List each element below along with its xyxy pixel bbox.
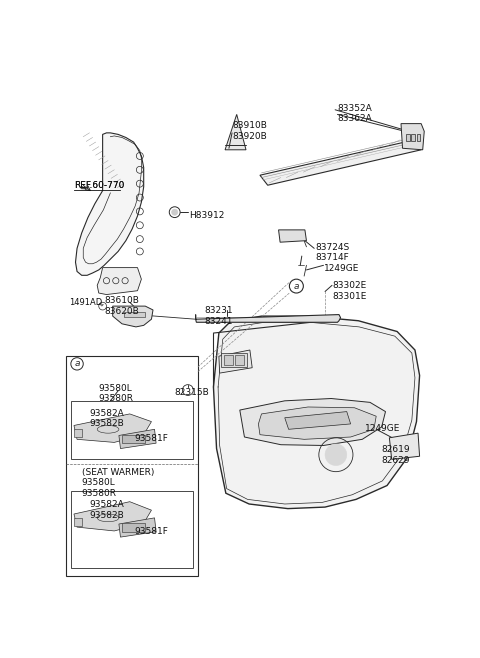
Polygon shape — [389, 433, 420, 459]
Polygon shape — [260, 139, 421, 185]
Bar — [122, 523, 145, 532]
Polygon shape — [97, 268, 142, 295]
Text: a: a — [294, 282, 299, 291]
Bar — [221, 353, 247, 367]
Text: 82619
82629: 82619 82629 — [382, 445, 410, 465]
Polygon shape — [219, 350, 252, 373]
Text: REF.60-770: REF.60-770 — [74, 182, 124, 190]
Polygon shape — [401, 124, 424, 150]
Text: 83352A
83362A: 83352A 83362A — [337, 103, 372, 123]
Text: REF.60-770: REF.60-770 — [74, 182, 124, 190]
Polygon shape — [119, 518, 156, 537]
Polygon shape — [240, 399, 385, 445]
Bar — [406, 134, 409, 141]
Bar — [411, 134, 415, 141]
Circle shape — [325, 444, 347, 465]
Bar — [417, 134, 420, 141]
Text: 83231
83241: 83231 83241 — [204, 306, 233, 326]
Bar — [66, 356, 198, 576]
Text: 93580L
93580R: 93580L 93580R — [99, 384, 134, 403]
Text: 83724S
83714F: 83724S 83714F — [316, 243, 350, 263]
Text: 93582A
93582B: 93582A 93582B — [89, 500, 124, 520]
Polygon shape — [214, 316, 420, 509]
Polygon shape — [285, 412, 350, 429]
Bar — [71, 491, 193, 568]
Text: 83910B
83920B: 83910B 83920B — [232, 121, 267, 141]
Bar — [224, 355, 233, 365]
Polygon shape — [74, 429, 82, 437]
Text: a: a — [74, 359, 80, 368]
Polygon shape — [75, 133, 144, 275]
Polygon shape — [278, 230, 306, 242]
Polygon shape — [113, 306, 153, 327]
Text: 1491AD: 1491AD — [69, 297, 103, 307]
Text: 1249GE: 1249GE — [324, 264, 359, 273]
Bar — [123, 311, 145, 317]
Text: 83610B
83620B: 83610B 83620B — [104, 296, 139, 315]
Polygon shape — [74, 518, 82, 526]
Text: 83302E
83301E: 83302E 83301E — [333, 282, 367, 301]
Polygon shape — [225, 114, 246, 150]
Bar — [71, 401, 193, 459]
Polygon shape — [258, 407, 376, 440]
Text: 93581F: 93581F — [134, 527, 168, 536]
Bar — [122, 435, 145, 443]
Polygon shape — [119, 429, 156, 449]
Text: H83912: H83912 — [190, 211, 225, 220]
Text: (SEAT WARMER)
93580L
93580R: (SEAT WARMER) 93580L 93580R — [82, 468, 154, 497]
Polygon shape — [74, 414, 152, 442]
Text: 1249GE: 1249GE — [365, 424, 400, 433]
Text: 82315B: 82315B — [175, 388, 209, 397]
Text: 93581F: 93581F — [134, 434, 168, 443]
Circle shape — [172, 209, 178, 215]
Polygon shape — [74, 501, 152, 531]
Polygon shape — [196, 315, 340, 322]
Text: 93582A
93582B: 93582A 93582B — [89, 409, 124, 428]
Bar — [235, 355, 244, 365]
